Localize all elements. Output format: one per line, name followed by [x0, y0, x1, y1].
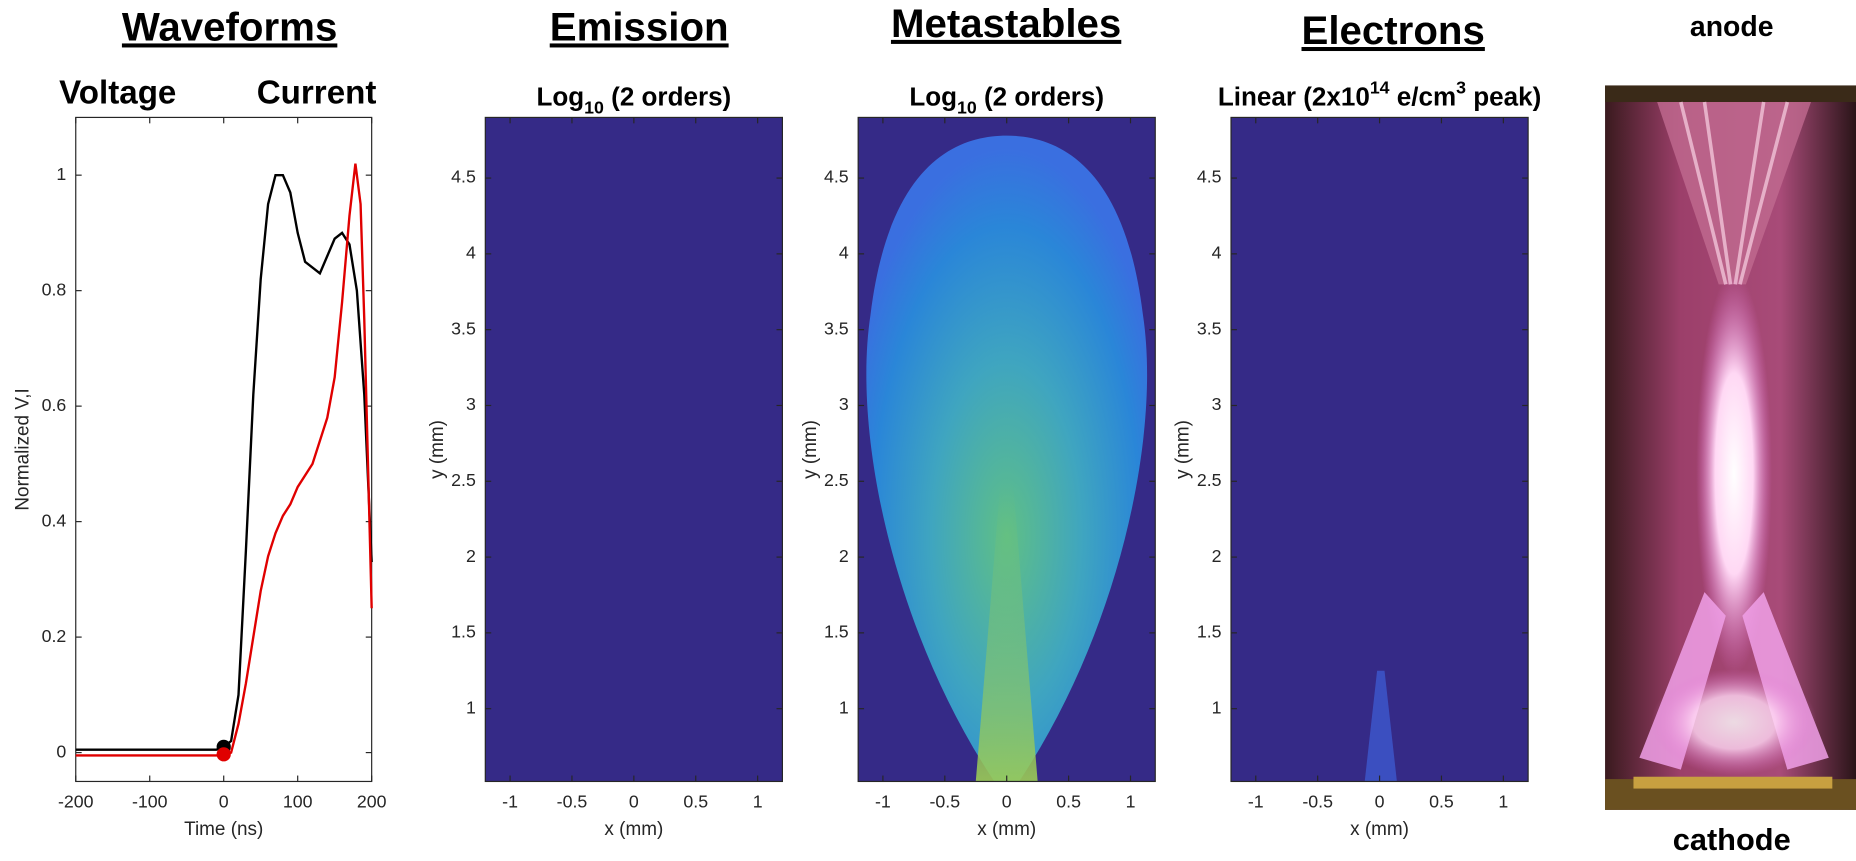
y-tick-label: 4.5	[1197, 167, 1222, 187]
subtitle-part: peak)	[1466, 81, 1541, 111]
y-tick-label: 3.5	[824, 318, 849, 338]
subtitle-part: 10	[584, 97, 604, 117]
y-axis-label: y (mm)	[1173, 420, 1194, 479]
subtitle-part: Log	[536, 81, 584, 111]
y-tick-label: 4	[1212, 243, 1222, 263]
subtitle-part: e/cm	[1390, 81, 1457, 111]
image	[485, 117, 783, 782]
x-tick-label: 0	[219, 791, 229, 811]
x-tick-label: 100	[283, 791, 313, 811]
x-tick-label: 1	[753, 791, 763, 811]
x-tick-label: 0.5	[1056, 791, 1081, 811]
series-line	[75, 163, 373, 757]
y-tick-label: 4	[466, 243, 476, 263]
y-tick-label: 0.4	[42, 510, 67, 530]
y-tick-label: 1	[1212, 697, 1222, 717]
y-tick-label: 0.6	[42, 395, 67, 415]
y-tick-label: 3.5	[451, 318, 476, 338]
y-tick-label: 1	[466, 697, 476, 717]
y-tick-label: 1	[839, 697, 849, 717]
y-tick-label: 2.5	[1197, 470, 1222, 490]
y-tick-label: 1	[56, 164, 66, 184]
subtitle-part: 3	[1456, 77, 1466, 97]
legend-entry: Voltage	[59, 75, 176, 112]
x-tick-label: -0.5	[557, 791, 588, 811]
subtitle-part: 10	[957, 97, 977, 117]
panel-title: Metastables	[891, 1, 1121, 46]
panel-title: Waveforms	[122, 4, 337, 49]
x-tick-label: 0	[1002, 791, 1012, 811]
y-tick-label: 3	[839, 394, 849, 414]
y-tick-label: 2.5	[451, 470, 476, 490]
panel-title: Emission	[550, 4, 729, 49]
x-tick-label: 1	[1498, 791, 1508, 811]
plume	[866, 135, 1148, 782]
subtitle-part: (2 orders)	[977, 81, 1104, 111]
y-tick-label: 2.5	[824, 470, 849, 490]
y-tick-label: 2	[1212, 546, 1222, 566]
y-tick-label: 3	[466, 394, 476, 414]
y-tick-label: 1.5	[1197, 622, 1222, 642]
subtitle-part: (2 orders)	[604, 81, 731, 111]
y-axis-label: y (mm)	[427, 420, 448, 479]
electron-image	[1231, 117, 1529, 782]
core	[975, 481, 1038, 782]
x-axis-label: x (mm)	[977, 819, 1036, 840]
x-tick-label: 200	[357, 791, 387, 811]
marker-point	[216, 747, 231, 762]
y-tick-label: 4	[839, 243, 849, 263]
x-tick-label: 0	[1375, 791, 1385, 811]
photo-bottom-label: cathode	[1673, 822, 1791, 857]
y-tick-label: 3.5	[1197, 318, 1222, 338]
y-axis-label: Normalized V,I	[13, 388, 34, 510]
y-tick-label: 4.5	[451, 167, 476, 187]
subtitle-part: 14	[1370, 77, 1390, 97]
x-tick-label: -200	[58, 791, 94, 811]
x-tick-label: 1	[1126, 791, 1136, 811]
x-tick-label: -1	[875, 791, 891, 811]
streak	[1364, 670, 1397, 782]
x-axis-label: Time (ns)	[184, 819, 263, 840]
y-tick-label: 0.2	[42, 626, 67, 646]
x-tick-label: 0.5	[683, 791, 708, 811]
y-tick-label: 2	[466, 546, 476, 566]
panel-subtitle: Linear (2x1014 e/cm3 peak)	[1218, 77, 1541, 111]
x-tick-label: -100	[132, 791, 168, 811]
y-tick-label: 3	[1212, 394, 1222, 414]
metastable-image	[858, 117, 1156, 782]
photo	[1605, 85, 1856, 810]
plot-frame	[75, 116, 373, 783]
x-axis-label: x (mm)	[1350, 819, 1409, 840]
y-tick-label: 2	[839, 546, 849, 566]
y-tick-label: 1.5	[451, 622, 476, 642]
y-tick-label: 0	[56, 741, 66, 761]
legend-entry: Current	[257, 75, 377, 112]
x-tick-label: -0.5	[930, 791, 961, 811]
x-tick-label: 0.5	[1429, 791, 1454, 811]
panel-subtitle: Log10 (2 orders)	[536, 81, 731, 117]
series-line	[75, 173, 373, 751]
y-tick-label: 1.5	[824, 622, 849, 642]
photo-top-label: anode	[1690, 11, 1774, 43]
y-tick-label: 0.8	[42, 279, 67, 299]
subtitle-part: Linear (2x10	[1218, 81, 1370, 111]
x-tick-label: -1	[502, 791, 518, 811]
y-tick-label: 4.5	[824, 167, 849, 187]
x-tick-label: -0.5	[1302, 791, 1333, 811]
subtitle-part: Log	[909, 81, 957, 111]
x-tick-label: -1	[1248, 791, 1264, 811]
panel-title: Electrons	[1302, 8, 1485, 53]
y-axis-label: y (mm)	[800, 420, 821, 479]
x-axis-label: x (mm)	[604, 819, 663, 840]
x-tick-label: 0	[629, 791, 639, 811]
panel-subtitle: Log10 (2 orders)	[909, 81, 1104, 117]
